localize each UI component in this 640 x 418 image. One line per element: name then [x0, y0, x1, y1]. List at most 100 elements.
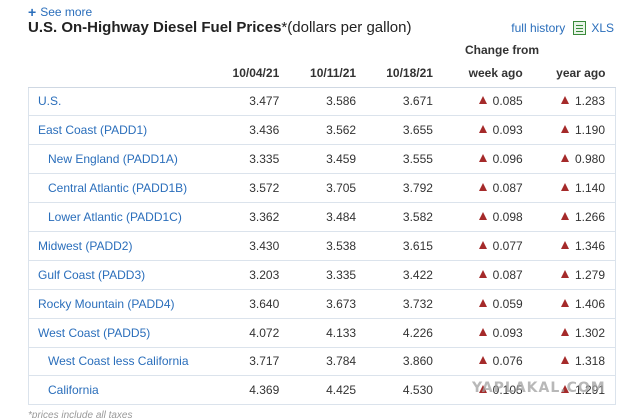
price-cell: 3.732 [366, 289, 443, 319]
table-row: Rocky Mountain (PADD4) 3.640 3.673 3.732 0.0… [28, 289, 616, 319]
region-link[interactable]: West Coast less California [48, 354, 189, 369]
week-change-cell: 0.076 [442, 347, 533, 377]
price-cell: 4.072 [202, 318, 290, 348]
price-cell: 3.430 [202, 231, 290, 261]
up-arrow-icon [478, 327, 487, 336]
year-change-cell: 1.279 [532, 260, 616, 290]
region-cell: Midwest (PADD2) [28, 231, 203, 261]
column-header-year-ago: year ago [532, 60, 616, 88]
up-arrow-icon [560, 212, 569, 220]
price-cell: 4.425 [289, 375, 367, 406]
up-arrow-icon [478, 183, 487, 192]
region-cell: New England (PADD1A) [28, 144, 203, 175]
price-cell: 4.133 [289, 318, 367, 348]
price-cell: 3.335 [289, 260, 367, 290]
up-arrow-icon [560, 356, 569, 365]
up-arrow-icon [560, 269, 569, 278]
table-body: U.S. 3.477 3.586 3.671 0.085 1.283 East Coast … [28, 87, 616, 406]
price-cell: 3.459 [289, 144, 367, 175]
region-link[interactable]: New England (PADD1A) [48, 152, 178, 167]
region-link[interactable]: East Coast (PADD1) [38, 123, 148, 138]
region-cell: West Coast (PADD5) [28, 318, 203, 348]
week-change-value: 0.085 [492, 94, 523, 109]
price-cell: 3.422 [366, 260, 443, 290]
up-arrow-icon [478, 269, 487, 278]
year-change-value: 0.980 [574, 152, 605, 167]
year-change-cell: 1.140 [532, 173, 616, 204]
year-change-value: 1.283 [574, 94, 605, 109]
price-cell: 4.530 [366, 375, 443, 406]
column-header-date-3: 10/18/21 [366, 60, 443, 88]
year-change-cell: 1.302 [532, 318, 616, 348]
page-title: U.S. On-Highway Diesel Fuel Prices*(doll… [28, 19, 412, 36]
region-link[interactable]: Gulf Coast (PADD3) [38, 267, 146, 282]
table-row: West Coast less California 3.717 3.784 3.86… [28, 347, 616, 377]
up-arrow-icon [478, 125, 487, 134]
week-change-cell: 0.093 [442, 318, 533, 348]
column-header-region [28, 60, 203, 88]
price-cell: 3.673 [289, 289, 367, 319]
up-arrow-icon [478, 240, 487, 249]
column-header-week-ago: week ago [442, 60, 533, 88]
year-change-cell: 1.346 [532, 231, 616, 261]
table-row: California 4.369 4.425 4.530 0.105 1.291 [28, 375, 616, 406]
region-link[interactable]: Lower Atlantic (PADD1C) [48, 210, 182, 224]
table-row: New England (PADD1A) 3.335 3.459 3.555 0.096… [28, 144, 616, 175]
spreadsheet-icon[interactable] [573, 21, 587, 35]
price-cell: 3.717 [202, 347, 290, 377]
year-change-cell: 0.980 [532, 144, 616, 175]
price-cell: 3.615 [366, 231, 443, 261]
region-link[interactable]: West Coast (PADD5) [38, 325, 151, 340]
table-row: Gulf Coast (PADD3) 3.203 3.335 3.422 0.087 1.… [28, 260, 616, 290]
week-change-value: 0.087 [492, 181, 523, 196]
price-cell: 3.572 [202, 173, 290, 204]
header-links: full history XLS [511, 21, 614, 35]
table-row: West Coast (PADD5) 4.072 4.133 4.226 0.093 1.… [28, 318, 616, 348]
up-arrow-icon [560, 96, 569, 105]
week-change-cell: 0.105 [442, 375, 533, 406]
price-cell: 3.477 [202, 87, 290, 117]
region-cell: U.S. [28, 87, 203, 117]
year-change-value: 1.291 [574, 383, 605, 398]
price-cell: 3.586 [289, 87, 367, 117]
week-change-cell: 0.093 [442, 115, 533, 146]
year-change-value: 1.406 [574, 296, 605, 311]
column-header-date-1: 10/04/21 [202, 60, 290, 88]
price-cell: 3.484 [289, 202, 367, 232]
year-change-value: 1.302 [574, 325, 605, 340]
full-history-link[interactable]: full history [511, 21, 566, 35]
title-text: U.S. On-Highway Diesel Fuel Prices [28, 19, 282, 36]
price-cell: 3.362 [202, 202, 290, 232]
region-link[interactable]: California [48, 383, 99, 398]
region-link[interactable]: Central Atlantic (PADD1B) [48, 181, 188, 196]
up-arrow-icon [478, 154, 487, 163]
up-arrow-icon [560, 183, 569, 192]
week-change-cell: 0.098 [442, 202, 533, 232]
week-change-cell: 0.085 [442, 87, 533, 117]
price-cell: 3.860 [366, 347, 443, 377]
price-cell: 3.582 [366, 202, 443, 232]
year-change-cell: 1.190 [532, 115, 616, 146]
table-row: East Coast (PADD1) 3.436 3.562 3.655 0.093 1.… [28, 115, 616, 146]
region-cell: West Coast less California [28, 347, 203, 377]
see-more-link[interactable]: + See more [28, 5, 92, 19]
region-cell: Rocky Mountain (PADD4) [28, 289, 203, 319]
xls-link[interactable]: XLS [591, 21, 614, 35]
week-change-value: 0.077 [492, 238, 523, 253]
price-cell: 3.436 [202, 115, 290, 146]
year-change-value: 1.346 [574, 238, 605, 253]
region-link[interactable]: Rocky Mountain (PADD4) [38, 296, 175, 311]
price-cell: 4.226 [366, 318, 443, 348]
prices-table: 10/04/21 10/11/21 10/18/21 week ago year… [28, 60, 616, 406]
table-row: Central Atlantic (PADD1B) 3.572 3.705 3.792… [28, 173, 616, 204]
region-cell: Central Atlantic (PADD1B) [28, 173, 203, 204]
week-change-value: 0.076 [492, 354, 523, 369]
week-change-cell: 0.096 [442, 144, 533, 175]
column-header-date-2: 10/11/21 [289, 60, 367, 88]
price-cell: 3.335 [202, 144, 290, 175]
price-cell: 3.640 [202, 289, 290, 319]
price-cell: 3.203 [202, 260, 290, 290]
region-link[interactable]: U.S. [38, 94, 62, 109]
region-cell: Gulf Coast (PADD3) [28, 260, 203, 290]
region-link[interactable]: Midwest (PADD2) [38, 238, 133, 253]
